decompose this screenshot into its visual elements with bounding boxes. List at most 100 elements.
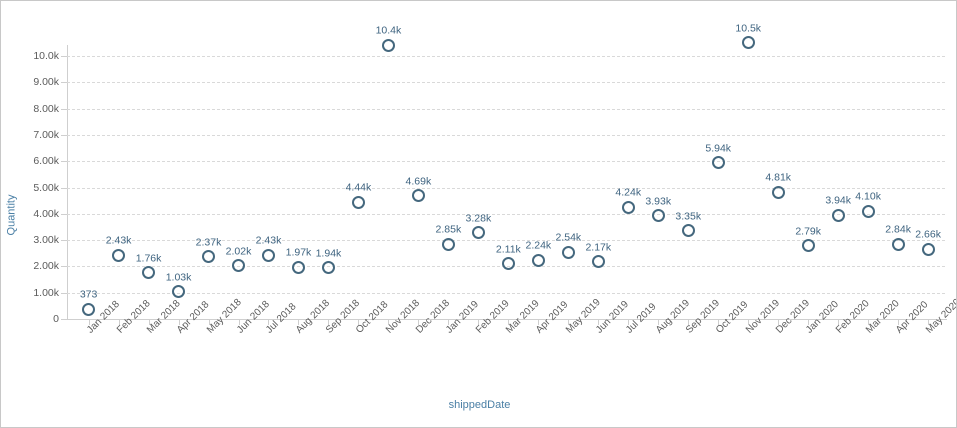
y-axis-tick bbox=[61, 56, 67, 57]
data-point-label: 1.94k bbox=[315, 247, 342, 260]
data-point-label: 3.35k bbox=[675, 210, 702, 223]
data-point-label: 2.43k bbox=[255, 234, 282, 247]
data-point[interactable] bbox=[441, 237, 455, 251]
data-point[interactable] bbox=[291, 260, 305, 274]
data-point-label: 4.24k bbox=[615, 186, 642, 199]
gridline bbox=[67, 56, 945, 57]
data-point[interactable] bbox=[471, 226, 485, 240]
data-point[interactable] bbox=[142, 266, 156, 280]
data-point-label: 373 bbox=[79, 288, 98, 301]
y-axis-tick-label: 10.0k bbox=[33, 49, 59, 62]
data-point-label: 2.43k bbox=[105, 234, 132, 247]
x-axis-tick bbox=[808, 320, 810, 325]
data-point-label: 1.76k bbox=[135, 252, 162, 265]
data-point[interactable] bbox=[861, 204, 875, 218]
y-axis-tick-label: 6.00k bbox=[33, 154, 59, 167]
x-axis-tick bbox=[88, 320, 90, 325]
y-axis-tick bbox=[61, 187, 67, 189]
x-axis-tick bbox=[928, 320, 930, 325]
data-point[interactable] bbox=[621, 200, 635, 214]
data-point[interactable] bbox=[591, 255, 605, 269]
data-point[interactable] bbox=[381, 38, 395, 52]
y-axis-tick-label: 9.00k bbox=[33, 76, 59, 89]
data-point[interactable] bbox=[801, 239, 815, 253]
data-point[interactable] bbox=[351, 195, 365, 209]
x-axis-tick bbox=[478, 320, 480, 325]
data-point-label: 1.97k bbox=[285, 246, 312, 259]
y-axis-tick-label: 4.00k bbox=[33, 207, 59, 220]
data-point-label: 2.85k bbox=[435, 223, 462, 236]
gridline bbox=[67, 108, 945, 110]
x-axis-tick bbox=[448, 320, 450, 325]
data-point[interactable] bbox=[651, 209, 665, 223]
data-point[interactable] bbox=[411, 189, 425, 203]
gridline bbox=[67, 187, 945, 189]
y-axis-tick bbox=[61, 134, 67, 136]
data-point[interactable] bbox=[321, 261, 335, 275]
data-point-label: 10.4k bbox=[375, 24, 402, 37]
gridline bbox=[67, 213, 945, 215]
data-point[interactable] bbox=[771, 185, 785, 199]
data-point-label: 4.10k bbox=[855, 190, 881, 203]
gridline bbox=[67, 161, 945, 163]
x-axis-tick bbox=[688, 320, 690, 325]
data-point-label: 10.5k bbox=[735, 22, 762, 35]
data-point-label: 2.17k bbox=[585, 241, 612, 254]
x-axis-tick bbox=[328, 320, 330, 325]
x-axis-tick bbox=[568, 320, 570, 325]
x-axis-tick bbox=[658, 320, 660, 325]
y-axis-tick-labels: 0 1.00k 2.00k 3.00k 4.00k 5.00k 6.00k 7.00k 8.00… bbox=[1, 1, 59, 427]
x-axis-tick bbox=[388, 320, 390, 325]
y-axis-tick bbox=[61, 108, 67, 110]
data-point-label: 5.94k bbox=[705, 142, 732, 155]
y-axis-line bbox=[67, 45, 68, 319]
y-axis-tick bbox=[61, 213, 67, 215]
y-axis-tick-label: 8.00k bbox=[33, 102, 59, 115]
x-axis-tick bbox=[778, 320, 780, 325]
data-point-label: 3.93k bbox=[645, 195, 672, 208]
data-point[interactable] bbox=[82, 302, 96, 316]
data-point[interactable] bbox=[741, 36, 755, 50]
gridline bbox=[67, 240, 945, 242]
data-point-label: 2.66k bbox=[915, 228, 941, 241]
data-point[interactable] bbox=[711, 156, 725, 170]
data-point[interactable] bbox=[921, 242, 935, 256]
data-point[interactable] bbox=[531, 253, 545, 267]
x-axis-line bbox=[67, 319, 947, 320]
data-point[interactable] bbox=[831, 208, 845, 222]
y-axis-tick-label: 3.00k bbox=[33, 233, 59, 246]
x-axis-tick bbox=[238, 320, 240, 325]
gridline bbox=[67, 292, 945, 294]
x-axis-tick bbox=[208, 320, 210, 325]
x-axis-tick bbox=[538, 320, 540, 325]
data-point[interactable] bbox=[261, 248, 275, 262]
data-point[interactable] bbox=[891, 237, 905, 251]
data-point[interactable] bbox=[561, 245, 575, 259]
y-axis-tick bbox=[61, 240, 67, 242]
y-axis-tick bbox=[61, 319, 67, 320]
data-point-label: 2.11k bbox=[495, 243, 521, 255]
data-point-label: 2.54k bbox=[555, 231, 582, 244]
data-point-label: 3.94k bbox=[825, 194, 851, 207]
data-point-label: 4.69k bbox=[405, 175, 432, 188]
data-point[interactable] bbox=[202, 250, 216, 264]
y-axis-tick bbox=[61, 266, 67, 268]
y-axis-tick bbox=[61, 161, 67, 163]
data-point[interactable] bbox=[112, 248, 126, 262]
gridline bbox=[67, 82, 945, 84]
x-axis-tick bbox=[628, 320, 630, 325]
data-point-label: 4.44k bbox=[345, 181, 372, 194]
data-point[interactable] bbox=[172, 285, 186, 299]
data-point[interactable] bbox=[501, 257, 515, 270]
data-point-label: 2.79k bbox=[795, 225, 822, 238]
x-axis-tick bbox=[268, 320, 270, 325]
data-point-label: 2.02k bbox=[225, 245, 252, 258]
x-axis-tick bbox=[748, 320, 750, 325]
x-axis-tick bbox=[718, 320, 720, 325]
x-axis-title: shippedDate bbox=[448, 399, 511, 411]
y-axis-tick-label: 5.00k bbox=[33, 181, 59, 194]
data-point[interactable] bbox=[681, 224, 695, 238]
data-point[interactable] bbox=[232, 259, 245, 273]
gridline bbox=[67, 134, 945, 136]
